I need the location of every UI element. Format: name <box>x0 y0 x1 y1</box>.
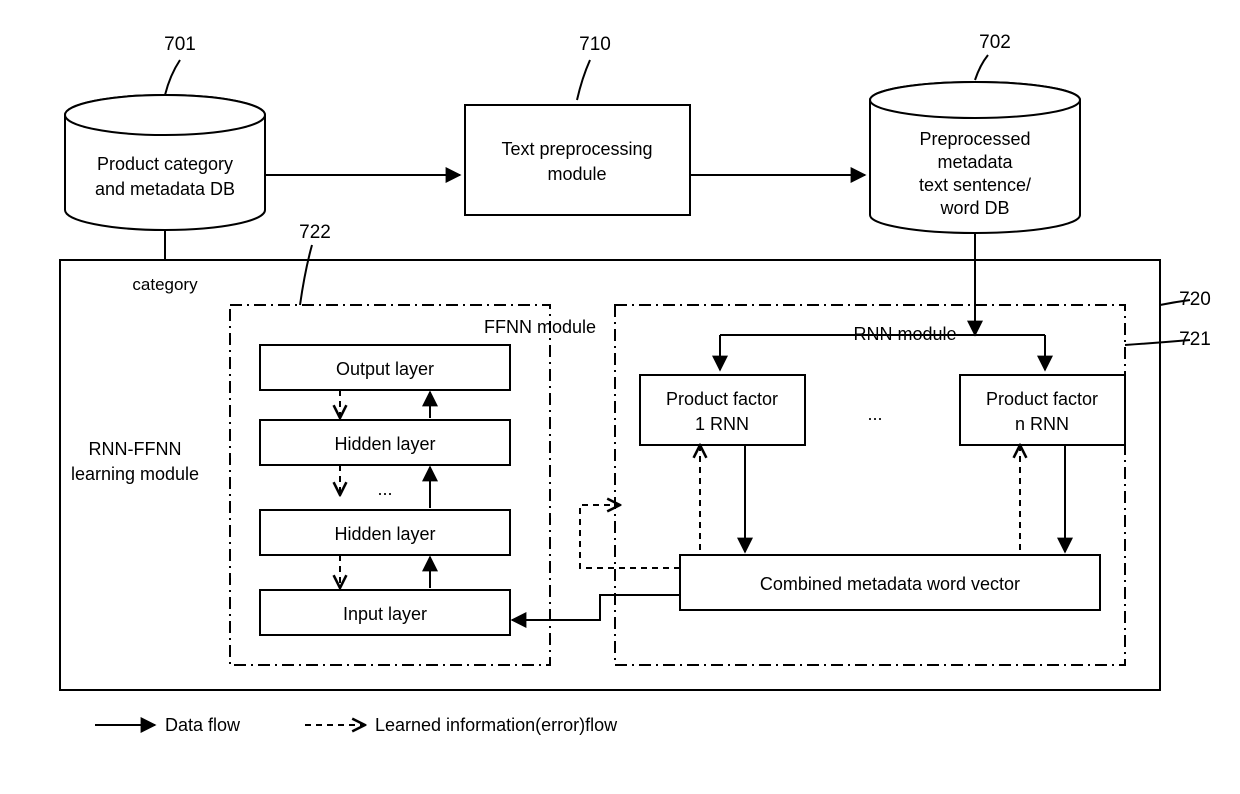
ffnn-input-t: Input layer <box>343 604 427 624</box>
rnn-title: RNN module <box>853 324 956 344</box>
db2-l1: Preprocessed <box>919 129 1030 149</box>
db2-l3: text sentence/ <box>919 175 1031 195</box>
ref-701: 701 <box>164 34 196 55</box>
rnn-ffnn-learning-module <box>60 260 1160 690</box>
outer-l2: learning module <box>71 464 199 484</box>
rnn-dots: ... <box>867 404 882 424</box>
dashed-feedback <box>580 505 680 568</box>
pfn-l1: Product factor <box>986 389 1098 409</box>
db1-line2: and metadata DB <box>95 179 235 199</box>
ref-722: 722 <box>299 222 331 243</box>
category-label: category <box>132 275 198 294</box>
text-preprocessing-module: Text preprocessing module <box>465 105 690 215</box>
preproc-l1: Text preprocessing <box>501 139 652 159</box>
db2-l4: word DB <box>939 198 1009 218</box>
combined-t: Combined metadata word vector <box>760 574 1020 594</box>
ffnn-dots: ... <box>377 479 392 499</box>
pf1-l2: 1 RNN <box>695 414 749 434</box>
ffnn-h1-t: Hidden layer <box>334 434 435 454</box>
legend: Data flow Learned information(error)flow <box>95 715 618 735</box>
product-factor-n-rnn <box>960 375 1125 445</box>
legend-error: Learned information(error)flow <box>375 715 618 735</box>
ref-721: 721 <box>1179 329 1211 350</box>
legend-data: Data flow <box>165 715 241 735</box>
ref-710: 710 <box>579 34 611 55</box>
ffnn-h2-t: Hidden layer <box>334 524 435 544</box>
ref-720: 720 <box>1179 289 1211 310</box>
pf1-l1: Product factor <box>666 389 778 409</box>
preproc-l2: module <box>547 164 606 184</box>
ffnn-title: FFNN module <box>484 317 596 337</box>
db-preprocessed: Preprocessed metadata text sentence/ wor… <box>870 82 1080 233</box>
architecture-diagram: Product category and metadata DB 701 Tex… <box>0 0 1240 794</box>
db2-l2: metadata <box>937 152 1013 172</box>
pfn-l2: n RNN <box>1015 414 1069 434</box>
ref-702: 702 <box>979 32 1011 53</box>
arrow-combined-to-input <box>512 595 680 620</box>
db-product-category: Product category and metadata DB <box>65 95 265 230</box>
db1-line1: Product category <box>97 154 233 174</box>
outer-l1: RNN-FFNN <box>89 439 182 459</box>
ffnn-output-t: Output layer <box>336 359 434 379</box>
product-factor-1-rnn <box>640 375 805 445</box>
